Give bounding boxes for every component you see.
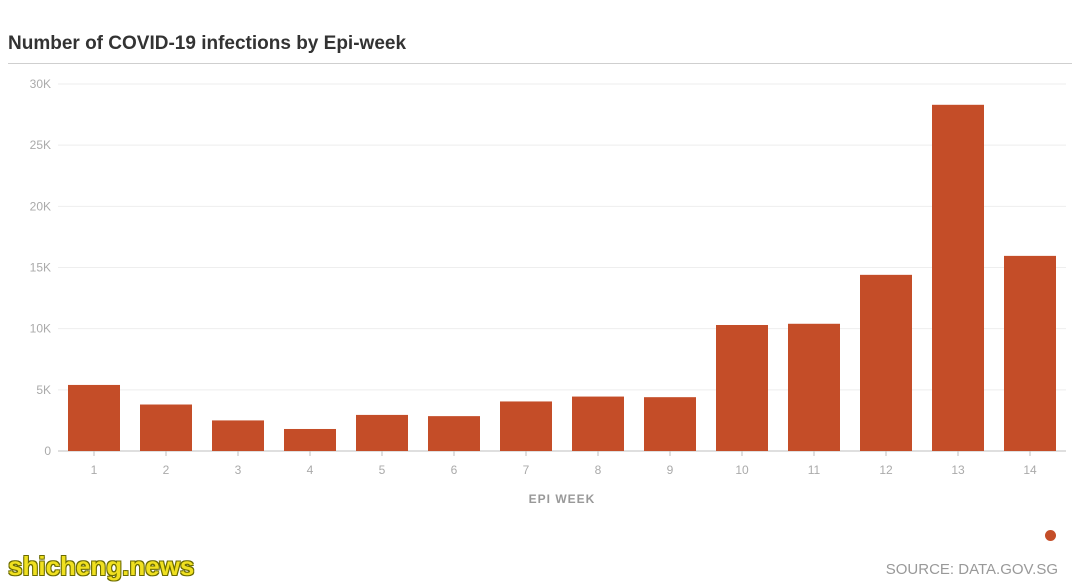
x-tick-label: 10 xyxy=(735,463,749,477)
bar-week-5[interactable] xyxy=(356,414,408,451)
bar-week-8[interactable] xyxy=(572,396,624,451)
y-axis-ticks: 0 5K 10K 15K 20K 25K 30K xyxy=(30,77,52,458)
bars xyxy=(68,104,1056,452)
x-tick-label: 4 xyxy=(307,463,314,477)
bar-week-14[interactable] xyxy=(1004,255,1056,451)
x-tick-label: 7 xyxy=(523,463,530,477)
x-tick-label: 5 xyxy=(379,463,386,477)
x-tick-label: 12 xyxy=(879,463,893,477)
y-tick-label: 30K xyxy=(30,77,51,91)
bar-week-11[interactable] xyxy=(788,323,840,451)
bar-week-6[interactable] xyxy=(428,416,480,451)
x-axis-ticks: 1 2 3 4 5 6 7 8 9 10 11 12 13 14 xyxy=(91,451,1037,477)
bar-week-2[interactable] xyxy=(140,404,192,451)
title-divider xyxy=(8,63,1072,64)
legend-marker xyxy=(1045,530,1056,541)
bar-week-10[interactable] xyxy=(716,324,768,451)
x-tick-label: 2 xyxy=(163,463,170,477)
x-tick-label: 9 xyxy=(667,463,674,477)
chart-title: Number of COVID-19 infections by Epi-wee… xyxy=(8,33,407,54)
y-tick-label: 15K xyxy=(30,261,51,275)
x-tick-label: 14 xyxy=(1023,463,1037,477)
bar-week-12[interactable] xyxy=(860,274,912,451)
x-tick-label: 8 xyxy=(595,463,602,477)
source-credit: SOURCE: DATA.GOV.SG xyxy=(885,561,1058,578)
y-tick-label: 5K xyxy=(36,383,51,397)
x-tick-label: 13 xyxy=(951,463,965,477)
y-tick-label: 25K xyxy=(30,138,51,152)
bar-week-1[interactable] xyxy=(68,384,120,451)
bar-week-7[interactable] xyxy=(500,401,552,451)
bar-week-9[interactable] xyxy=(644,397,696,451)
x-tick-label: 6 xyxy=(451,463,458,477)
y-tick-label: 10K xyxy=(30,322,51,336)
bar-week-3[interactable] xyxy=(212,420,264,451)
watermark-logo: shicheng.news xyxy=(8,551,195,581)
bar-week-4[interactable] xyxy=(284,428,336,451)
x-tick-label: 3 xyxy=(235,463,242,477)
x-tick-label: 11 xyxy=(808,463,821,477)
y-tick-label: 0 xyxy=(44,444,51,458)
grid-lines xyxy=(58,83,1066,452)
bar-week-13[interactable] xyxy=(932,104,984,452)
y-tick-label: 20K xyxy=(30,199,51,213)
x-tick-label: 1 xyxy=(91,463,98,477)
x-axis-label: EPI WEEK xyxy=(529,492,596,506)
